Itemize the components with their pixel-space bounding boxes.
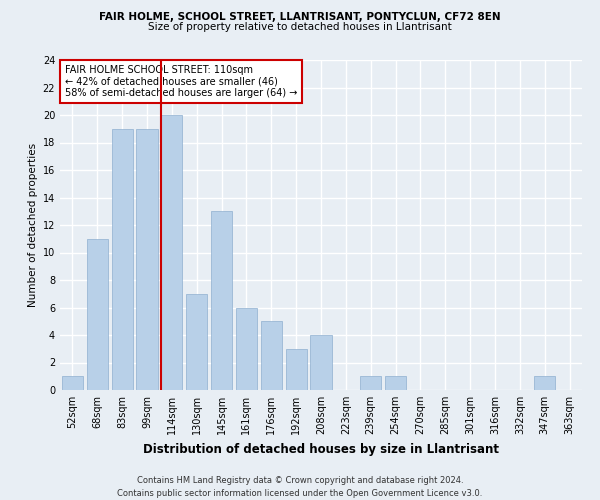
Bar — [360, 376, 381, 390]
Text: FAIR HOLME SCHOOL STREET: 110sqm
← 42% of detached houses are smaller (46)
58% o: FAIR HOLME SCHOOL STREET: 110sqm ← 42% o… — [65, 65, 298, 98]
Bar — [385, 376, 406, 390]
X-axis label: Distribution of detached houses by size in Llantrisant: Distribution of detached houses by size … — [143, 442, 499, 456]
Bar — [161, 115, 182, 390]
Bar — [62, 376, 83, 390]
Bar — [534, 376, 555, 390]
Text: Contains HM Land Registry data © Crown copyright and database right 2024.
Contai: Contains HM Land Registry data © Crown c… — [118, 476, 482, 498]
Bar — [87, 239, 108, 390]
Bar — [310, 335, 332, 390]
Bar — [112, 128, 133, 390]
Bar — [286, 349, 307, 390]
Y-axis label: Number of detached properties: Number of detached properties — [28, 143, 38, 307]
Text: FAIR HOLME, SCHOOL STREET, LLANTRISANT, PONTYCLUN, CF72 8EN: FAIR HOLME, SCHOOL STREET, LLANTRISANT, … — [99, 12, 501, 22]
Bar — [236, 308, 257, 390]
Bar — [261, 322, 282, 390]
Text: Size of property relative to detached houses in Llantrisant: Size of property relative to detached ho… — [148, 22, 452, 32]
Bar — [136, 128, 158, 390]
Bar — [211, 211, 232, 390]
Bar — [186, 294, 207, 390]
